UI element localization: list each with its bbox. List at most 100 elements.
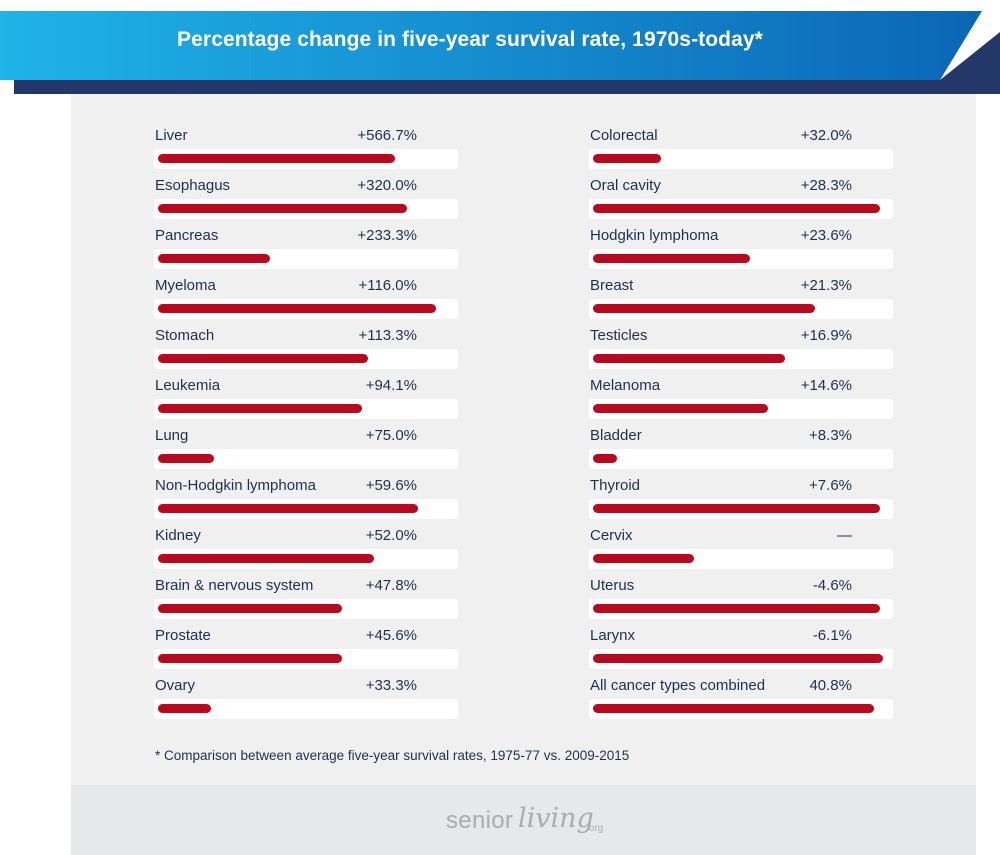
bar-track — [589, 699, 893, 719]
bar — [593, 604, 880, 613]
bar-label: Pancreas — [155, 227, 219, 244]
bar-label: Leukemia — [155, 377, 221, 394]
bar-label: Non-Hodgkin lymphoma — [155, 477, 316, 494]
bar-track — [589, 649, 893, 669]
bar-track — [154, 149, 458, 169]
bar — [593, 504, 880, 513]
bar-row: Esophagus +320.0% — [154, 170, 458, 220]
bar-track — [589, 399, 893, 419]
bar — [593, 554, 694, 563]
bar-row: Uterus -4.6% — [589, 570, 893, 620]
bar-label: Hodgkin lymphoma — [590, 227, 719, 244]
chart-column-left: Liver +566.7% Esophagus +320.0% Pancreas +233… — [154, 120, 458, 720]
bar-value-label: +33.3% — [365, 677, 417, 694]
bar-row: Stomach +113.3% — [154, 320, 458, 370]
bar-value-label: — — [837, 527, 852, 544]
bar — [158, 254, 270, 263]
bar-label: Lung — [155, 427, 189, 444]
bar-value-label: +7.6% — [809, 477, 852, 494]
bar-track — [154, 249, 458, 269]
bar — [158, 354, 368, 363]
bar-label: Breast — [590, 277, 634, 294]
bar-track — [154, 299, 458, 319]
bar-value-label: +75.0% — [365, 427, 417, 444]
logo-living: living — [518, 803, 594, 834]
footer-band — [71, 785, 976, 855]
bar-track — [154, 449, 458, 469]
chart-column-right: Colorectal +32.0% Oral cavity +28.3% Hodgkin… — [589, 120, 893, 720]
bar-label: Colorectal — [590, 127, 658, 144]
bar-value-label: +16.9% — [800, 327, 852, 344]
bar-value-label: +233.3% — [357, 227, 417, 244]
bar-value-label: +45.6% — [365, 627, 417, 644]
bar-row: Liver +566.7% — [154, 120, 458, 170]
bar-track — [589, 199, 893, 219]
bar — [593, 704, 874, 713]
bar-label: Prostate — [155, 627, 211, 644]
bar-value-label: +94.1% — [365, 377, 417, 394]
bar-row: Lung +75.0% — [154, 420, 458, 470]
bar-track — [589, 249, 893, 269]
bar-row: Thyroid +7.6% — [589, 470, 893, 520]
bar-track — [589, 149, 893, 169]
bar-value-label: +14.6% — [800, 377, 852, 394]
bar-row: Pancreas +233.3% — [154, 220, 458, 270]
bar — [158, 404, 362, 413]
bar-label: Myeloma — [155, 277, 216, 294]
bar-label: Testicles — [590, 327, 648, 344]
bar-row: Melanoma +14.6% — [589, 370, 893, 420]
bar-value-label: -4.6% — [812, 577, 852, 594]
bar — [593, 154, 661, 163]
bar-label: Oral cavity — [590, 177, 661, 194]
bar-label: Uterus — [590, 577, 635, 594]
bar-label: All cancer types combined — [590, 677, 766, 694]
chart-title: Percentage change in five-year survival … — [177, 28, 763, 51]
bar-track — [154, 599, 458, 619]
bar-label: Ovary — [155, 677, 196, 694]
bar-row: All cancer types combined 40.8% — [589, 670, 893, 720]
bar-label: Kidney — [155, 527, 201, 544]
bar-row: Leukemia +94.1% — [154, 370, 458, 420]
bar-value-label: +23.6% — [800, 227, 852, 244]
title-banner: Percentage change in five-year survival … — [0, 0, 1000, 96]
bar-label: Melanoma — [590, 377, 661, 394]
bar-value-label: +32.0% — [800, 127, 852, 144]
bar-row: Cervix — — [589, 520, 893, 570]
bar-track — [154, 499, 458, 519]
bar-track — [589, 599, 893, 619]
bar-value-label: +320.0% — [357, 177, 417, 194]
bar-track — [154, 649, 458, 669]
bar-value-label: -6.1% — [812, 627, 852, 644]
bar-value-label: +113.3% — [358, 327, 417, 344]
bar-track — [589, 499, 893, 519]
bar-row: Larynx -6.1% — [589, 620, 893, 670]
bar — [593, 354, 785, 363]
bar-track — [154, 399, 458, 419]
bar-track — [589, 349, 893, 369]
bar — [593, 404, 768, 413]
bar-label: Thyroid — [590, 477, 641, 494]
footnote: * Comparison between average five-year s… — [155, 748, 630, 763]
bar-track — [154, 199, 458, 219]
bar-row: Kidney +52.0% — [154, 520, 458, 570]
bar-row: Oral cavity +28.3% — [589, 170, 893, 220]
bar-track — [154, 699, 458, 719]
bar-label: Cervix — [590, 527, 633, 544]
seniorliving-logo: senior living .org — [446, 803, 646, 843]
bar-value-label: +59.6% — [365, 477, 417, 494]
logo-senior: senior — [446, 807, 514, 834]
bar-label: Brain & nervous system — [155, 577, 314, 594]
bar-track — [589, 549, 893, 569]
bar-row: Breast +21.3% — [589, 270, 893, 320]
bar-value-label: +116.0% — [358, 277, 417, 294]
bar-value-label: +47.8% — [365, 577, 417, 594]
bar-value-label: +8.3% — [809, 427, 852, 444]
bar-label: Stomach — [155, 327, 215, 344]
bar-label: Esophagus — [155, 177, 231, 194]
logo-org: .org — [586, 823, 604, 834]
bar — [158, 504, 418, 513]
bar-label: Larynx — [590, 627, 636, 644]
bar — [158, 454, 214, 463]
bar-row: Ovary +33.3% — [154, 670, 458, 720]
bar — [158, 654, 342, 663]
